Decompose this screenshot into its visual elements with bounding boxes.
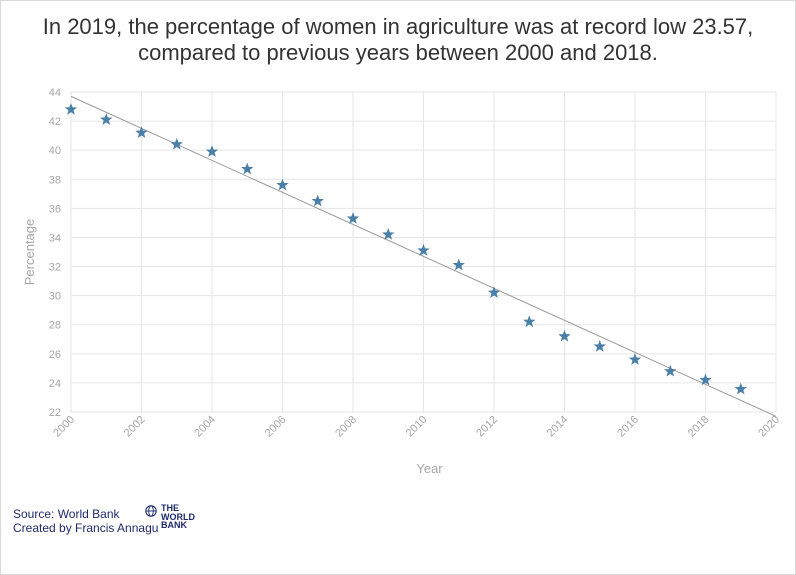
data-point-star — [417, 244, 430, 256]
x-tick-label: 2020 — [756, 414, 782, 440]
chart-title-line-2: compared to previous years between 2000 … — [138, 40, 658, 65]
data-point-star — [170, 137, 183, 150]
x-axis-title: Year — [416, 461, 443, 476]
data-point-star — [452, 258, 465, 271]
data-point-star — [241, 162, 254, 175]
world-bank-logo: THE WORLD BANK — [145, 504, 205, 532]
x-tick-label: 2016 — [615, 414, 641, 440]
data-point-star — [487, 286, 501, 298]
data-point-star — [382, 228, 395, 240]
x-tick-label: 2018 — [686, 414, 712, 440]
source-label: Source: World Bank — [13, 507, 120, 521]
data-point-star — [205, 145, 219, 157]
y-tick-label: 34 — [49, 232, 61, 244]
data-point-star — [346, 212, 360, 224]
y-axis-title: Percentage — [22, 219, 37, 286]
y-tick-label: 40 — [49, 145, 61, 157]
chart-title-line-1: In 2019, the percentage of women in agri… — [42, 14, 754, 39]
y-tick-label: 24 — [49, 378, 61, 390]
x-tick-label: 2004 — [192, 414, 218, 440]
y-tick-label: 26 — [49, 349, 61, 361]
y-tick-label: 36 — [49, 203, 61, 215]
x-tick-label: 2008 — [333, 414, 359, 440]
x-tick-label: 2006 — [263, 414, 289, 440]
data-point-star — [311, 194, 324, 207]
logo-wordmark: THE WORLD BANK — [161, 503, 195, 531]
trend-line — [70, 95, 777, 417]
y-tick-label: 30 — [49, 291, 61, 303]
data-point-star — [135, 126, 148, 138]
y-tick-label: 22 — [49, 407, 61, 419]
data-point-star — [699, 373, 712, 386]
y-tick-label: 38 — [49, 174, 61, 186]
x-tick-label: 2002 — [122, 414, 148, 440]
data-point-star — [64, 102, 78, 115]
data-point-star — [523, 315, 536, 328]
x-tick-label: 2014 — [545, 414, 571, 440]
x-tick-label: 2012 — [474, 414, 500, 440]
data-point-star — [593, 340, 606, 352]
y-tick-label: 28 — [49, 320, 61, 332]
data-point-star — [558, 329, 571, 342]
y-tick-label: 44 — [49, 87, 61, 99]
data-point-star — [628, 353, 642, 365]
y-tick-label: 42 — [49, 116, 61, 128]
data-point-star — [664, 364, 677, 377]
globe-icon — [145, 505, 157, 517]
source-credits: Source: World Bank Created by Francis An… — [13, 507, 158, 535]
data-point-star — [276, 178, 289, 191]
creator-label: Created by Francis Annagu — [13, 521, 159, 535]
data-point-star — [734, 382, 747, 395]
y-tick-label: 32 — [49, 262, 61, 274]
data-point-star — [100, 113, 113, 125]
chart-title: In 2019, the percentage of women in agri… — [0, 14, 796, 66]
x-tick-label: 2010 — [404, 414, 430, 440]
